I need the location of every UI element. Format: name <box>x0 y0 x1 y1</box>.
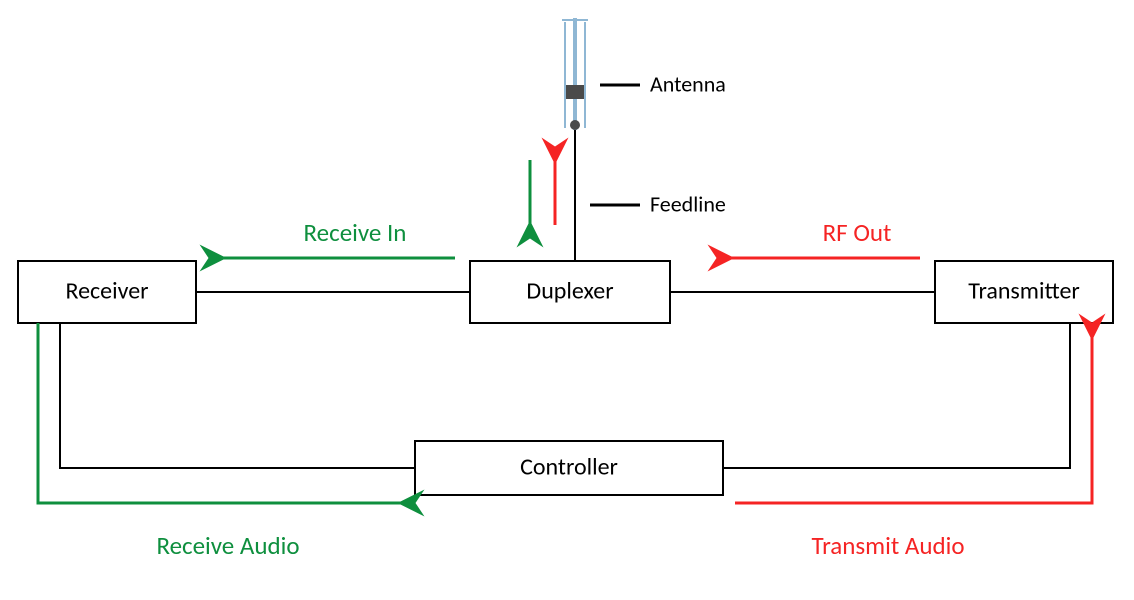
receiver-box: Receiver <box>18 261 196 323</box>
antenna-icon <box>562 18 588 130</box>
receive-audio-label: Receive Audio <box>156 530 299 561</box>
duplexer-box: Duplexer <box>470 261 670 323</box>
receiver-label: Receiver <box>65 277 148 306</box>
transmit-audio-arrow <box>735 336 1092 503</box>
duplexer-label: Duplexer <box>526 277 613 306</box>
transmit-audio-label: Transmit Audio <box>811 530 964 561</box>
controller-box: Controller <box>415 441 723 495</box>
antenna-label: Antenna <box>650 70 726 97</box>
transmitter-label: Transmitter <box>968 277 1080 306</box>
receive-audio-arrow <box>38 323 402 503</box>
conn-controller-transmitter <box>723 323 1070 468</box>
conn-receiver-controller <box>60 323 415 468</box>
controller-label: Controller <box>520 453 618 482</box>
receive-in-label: Receive In <box>304 217 407 248</box>
feedline-label: Feedline <box>650 190 726 217</box>
rf-out-label: RF Out <box>823 217 892 248</box>
transmitter-box: Transmitter <box>935 261 1113 323</box>
